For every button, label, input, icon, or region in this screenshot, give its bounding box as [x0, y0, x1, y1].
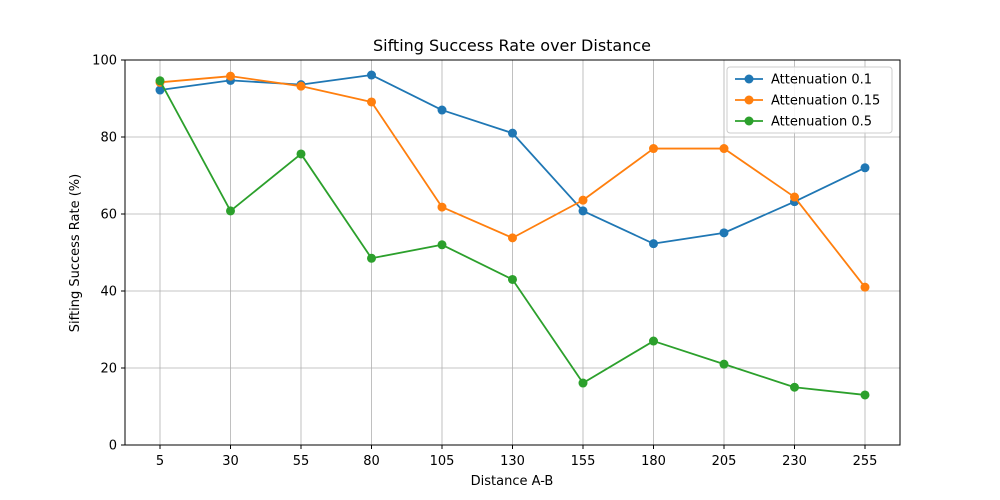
legend-label: Attenuation 0.1 — [771, 73, 872, 88]
y-tick-label: 80 — [100, 131, 117, 146]
data-point — [649, 336, 658, 346]
data-point — [578, 206, 588, 216]
legend-box — [726, 66, 893, 134]
data-point — [155, 76, 165, 86]
data-point — [437, 105, 447, 115]
data-point — [860, 282, 870, 292]
legend-label: Attenuation 0.5 — [771, 115, 872, 130]
data-point — [649, 239, 658, 249]
x-axis-label: Distance A-B — [471, 474, 554, 489]
x-tick-label: 5 — [156, 454, 164, 469]
series-3 — [155, 76, 870, 400]
data-point — [578, 195, 588, 205]
data-point — [437, 240, 447, 250]
data-point — [367, 253, 376, 263]
x-tick-label: 205 — [712, 454, 737, 469]
data-point — [508, 128, 517, 138]
data-point — [226, 71, 235, 81]
data-point — [790, 192, 799, 202]
data-point — [860, 390, 870, 400]
legend-swatch-marker — [744, 116, 754, 126]
data-point — [155, 85, 165, 95]
legend: Attenuation 0.1 Attenuation 0.15 Attenuati… — [726, 66, 893, 134]
y-axis: 0 20 40 60 80 100 — [92, 54, 125, 454]
data-point — [296, 149, 306, 159]
x-tick-label: 80 — [363, 454, 380, 469]
x-axis: 5 30 55 80 105 130 155 180 205 230 255 — [156, 445, 878, 469]
x-tick-label: 30 — [222, 454, 239, 469]
data-point — [719, 228, 729, 238]
data-point — [226, 206, 235, 216]
y-axis-label: Sifting Success Rate (%) — [68, 174, 83, 332]
x-tick-label: 180 — [641, 454, 666, 469]
data-point — [860, 163, 870, 173]
y-tick-label: 100 — [92, 54, 117, 69]
x-tick-label: 130 — [500, 454, 525, 469]
y-tick-label: 40 — [100, 285, 117, 300]
data-point — [719, 359, 729, 369]
data-point — [719, 144, 729, 154]
legend-label: Attenuation 0.15 — [771, 94, 880, 109]
data-point — [790, 382, 799, 392]
chart-title: Sifting Success Rate over Distance — [373, 36, 651, 55]
x-tick-label: 55 — [293, 454, 310, 469]
data-point — [508, 233, 517, 243]
y-tick-label: 20 — [100, 362, 117, 377]
legend-swatch-marker — [744, 74, 754, 84]
data-point — [437, 202, 447, 212]
series-layer — [155, 70, 870, 400]
x-tick-label: 230 — [782, 454, 807, 469]
data-point — [296, 81, 306, 91]
x-tick-label: 105 — [430, 454, 455, 469]
data-point — [578, 378, 588, 388]
legend-item: Attenuation 0.5 — [735, 115, 872, 130]
y-tick-label: 0 — [109, 439, 117, 454]
data-point — [367, 70, 376, 80]
data-point — [508, 274, 517, 284]
legend-swatch-marker — [744, 95, 754, 105]
data-point — [649, 144, 658, 154]
x-tick-label: 255 — [853, 454, 878, 469]
data-point — [367, 97, 376, 107]
legend-item: Attenuation 0.15 — [735, 94, 880, 109]
legend-item: Attenuation 0.1 — [735, 73, 872, 88]
x-tick-label: 155 — [571, 454, 596, 469]
y-tick-label: 60 — [100, 208, 117, 223]
